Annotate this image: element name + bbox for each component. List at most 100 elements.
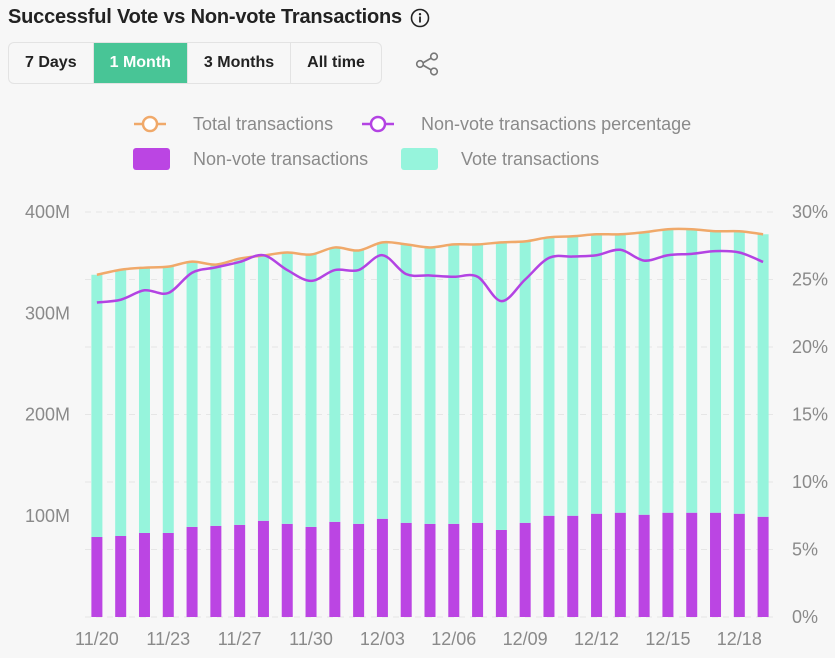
stacked-bar-chart: Total transactions Non-vote transactions… <box>25 114 828 649</box>
bar-vote-20[interactable] <box>567 236 579 516</box>
bar-non-vote-27[interactable] <box>733 513 745 617</box>
page-title: Successful Vote vs Non-vote Transactions <box>8 6 402 28</box>
y-left-tick-label: 200M <box>25 405 70 425</box>
bar-vote-8[interactable] <box>281 252 293 524</box>
bar-non-vote-25[interactable] <box>686 512 698 617</box>
bar-vote-27[interactable] <box>733 231 745 514</box>
bar-non-vote-0[interactable] <box>91 537 103 617</box>
bar-vote-1[interactable] <box>115 269 127 536</box>
bar-non-vote-22[interactable] <box>614 512 626 617</box>
bar-non-vote-26[interactable] <box>710 512 722 617</box>
bar-vote-15[interactable] <box>448 244 460 524</box>
range-7-days-button[interactable]: 7 Days <box>9 43 94 83</box>
info-icon[interactable] <box>410 8 430 28</box>
bar-vote-25[interactable] <box>686 229 698 513</box>
range-1-month-button[interactable]: 1 Month <box>93 43 188 83</box>
bar-vote-7[interactable] <box>257 255 269 521</box>
bar-non-vote-28[interactable] <box>757 516 769 617</box>
y-right-tick-label: 0% <box>792 607 818 627</box>
bar-non-vote-2[interactable] <box>138 532 150 617</box>
axes: 400M 300M 200M 100M 30% 25% 20% 15% 10% 5% 0% 11/20… <box>25 202 828 649</box>
x-tick-label: 12/18 <box>717 629 762 649</box>
y-right-tick-label: 5% <box>792 540 818 560</box>
bar-non-vote-5[interactable] <box>210 525 222 617</box>
x-tick-label: 12/03 <box>360 629 405 649</box>
bars <box>91 229 769 617</box>
bar-non-vote-23[interactable] <box>638 514 650 617</box>
x-tick-label: 11/27 <box>218 629 262 649</box>
x-tick-label: 11/23 <box>146 629 190 649</box>
x-tick-label: 11/20 <box>75 629 119 649</box>
bar-vote-2[interactable] <box>138 267 150 533</box>
x-tick-label: 12/09 <box>503 629 548 649</box>
bar-vote-10[interactable] <box>329 247 341 522</box>
legend-label-vote: Vote transactions <box>461 149 599 169</box>
bar-vote-5[interactable] <box>210 264 222 526</box>
bar-vote-12[interactable] <box>376 242 388 519</box>
bar-vote-21[interactable] <box>591 234 603 514</box>
range-3-months-button[interactable]: 3 Months <box>188 43 292 83</box>
bar-vote-6[interactable] <box>234 258 246 525</box>
x-tick-label: 12/15 <box>645 629 690 649</box>
bar-non-vote-7[interactable] <box>257 520 269 617</box>
legend-label-non-vote: Non-vote transactions <box>193 149 368 169</box>
bar-non-vote-15[interactable] <box>448 523 460 617</box>
bar-vote-13[interactable] <box>400 244 412 523</box>
x-tick-label: 12/06 <box>431 629 476 649</box>
legend-item-non-vote[interactable]: Non-vote transactions <box>133 148 368 170</box>
bar-non-vote-9[interactable] <box>305 526 317 617</box>
bar-non-vote-24[interactable] <box>662 512 674 617</box>
title-row: Successful Vote vs Non-vote Transactions <box>8 6 430 29</box>
share-icon[interactable] <box>414 51 440 77</box>
bar-non-vote-14[interactable] <box>424 523 436 617</box>
line-non-vote-percentage[interactable] <box>96 248 764 304</box>
time-range-selector: 7 Days 1 Month 3 Months All time <box>8 42 382 84</box>
legend-item-percentage[interactable]: Non-vote transactions percentage <box>362 114 691 134</box>
bar-non-vote-18[interactable] <box>519 522 531 617</box>
y-right-tick-label: 10% <box>792 472 828 492</box>
bar-vote-26[interactable] <box>710 231 722 513</box>
bar-non-vote-19[interactable] <box>543 515 555 617</box>
x-tick-label: 11/30 <box>289 629 333 649</box>
y-right-tick-label: 30% <box>792 202 828 222</box>
legend-label-percentage: Non-vote transactions percentage <box>421 114 691 134</box>
bar-vote-11[interactable] <box>353 250 365 524</box>
bar-non-vote-4[interactable] <box>186 526 198 617</box>
y-left-tick-label: 300M <box>25 303 70 323</box>
bar-vote-28[interactable] <box>757 234 769 517</box>
legend-label-total: Total transactions <box>193 114 333 134</box>
line-total-transactions[interactable] <box>96 227 764 276</box>
bar-non-vote-21[interactable] <box>591 513 603 617</box>
bar-vote-24[interactable] <box>662 229 674 513</box>
bar-vote-18[interactable] <box>519 241 531 523</box>
legend-item-total[interactable]: Total transactions <box>134 114 333 134</box>
legend-item-vote[interactable]: Vote transactions <box>401 148 599 170</box>
bar-vote-19[interactable] <box>543 237 555 516</box>
x-tick-label: 12/12 <box>574 629 619 649</box>
bar-vote-23[interactable] <box>638 232 650 515</box>
bar-vote-0[interactable] <box>91 274 103 538</box>
bar-non-vote-16[interactable] <box>472 522 484 617</box>
bar-non-vote-11[interactable] <box>353 523 365 617</box>
y-left-tick-label: 400M <box>25 202 70 222</box>
bar-vote-4[interactable] <box>186 261 198 527</box>
bar-vote-22[interactable] <box>614 234 626 513</box>
bar-vote-17[interactable] <box>495 242 507 530</box>
bar-vote-3[interactable] <box>162 266 174 533</box>
bar-non-vote-8[interactable] <box>281 523 293 617</box>
bar-non-vote-6[interactable] <box>234 524 246 617</box>
series-lines <box>96 227 764 304</box>
bar-vote-14[interactable] <box>424 247 436 524</box>
y-right-tick-label: 15% <box>792 405 828 425</box>
bar-non-vote-12[interactable] <box>376 518 388 617</box>
legend: Total transactions Non-vote transactions… <box>133 114 691 170</box>
bar-non-vote-17[interactable] <box>495 529 507 617</box>
bar-non-vote-20[interactable] <box>567 515 579 617</box>
bar-vote-16[interactable] <box>472 244 484 523</box>
bar-non-vote-3[interactable] <box>162 532 174 617</box>
bar-non-vote-10[interactable] <box>329 521 341 617</box>
bar-non-vote-1[interactable] <box>115 536 127 617</box>
bar-vote-9[interactable] <box>305 254 317 527</box>
range-all-time-button[interactable]: All time <box>307 54 365 71</box>
bar-non-vote-13[interactable] <box>400 522 412 617</box>
